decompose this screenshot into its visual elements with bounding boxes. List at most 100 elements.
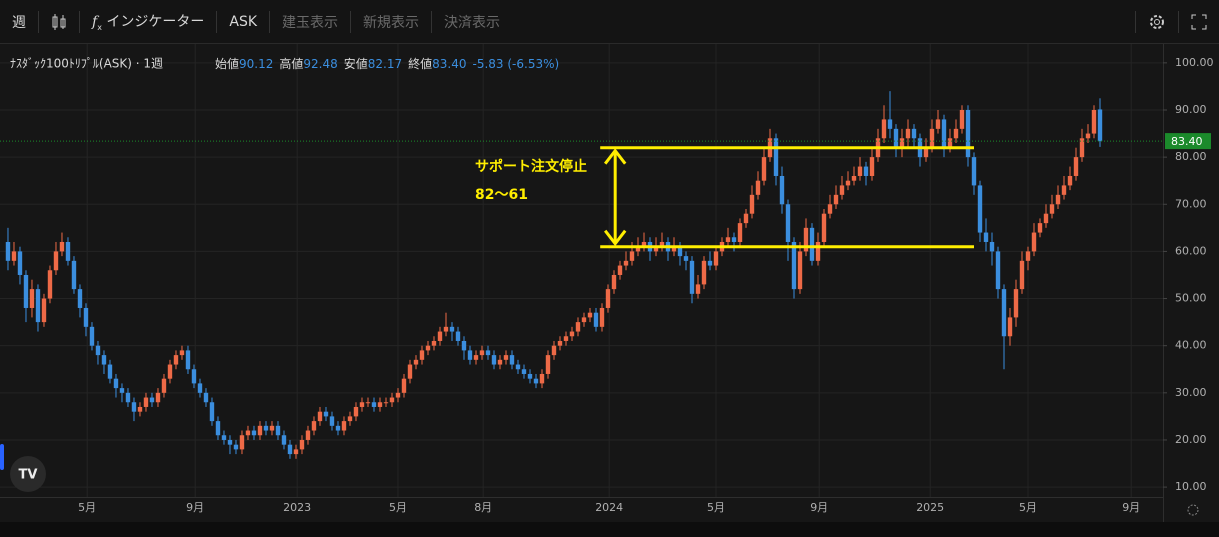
x-tick-label: 2023 [283,501,311,514]
candle-body [5,241,11,261]
candle-body [671,246,677,252]
candle-body [119,388,125,393]
candle-body [1061,185,1067,195]
candle-body [905,128,911,139]
candle-body [725,237,731,242]
candle-body [1001,289,1007,337]
x-tick-label: 2024 [595,501,623,514]
candle-body [839,185,845,195]
candle-body [983,232,989,242]
toolbar-button[interactable]: 決済表示 [444,14,501,31]
candle-body [377,402,383,407]
candle-body [803,227,809,252]
candle-body [257,425,263,436]
last-price-label: 83.40 [1171,135,1203,148]
indicator-label: インジケーター [106,14,205,31]
candle-body [479,350,485,356]
settings-button[interactable] [1136,13,1178,31]
candle-body [149,397,155,403]
side-tab[interactable] [0,444,4,470]
candle-body [395,392,401,398]
candle-body [323,411,329,417]
candle-body [1013,289,1019,318]
candle-body [485,350,491,356]
candle-body [341,421,347,431]
candle-body [653,246,659,252]
candle-body [269,425,275,431]
candle-body [809,227,815,261]
arrow-head [604,229,627,247]
ohlc-key: 高値 [279,56,303,71]
candle-body [617,265,623,275]
candle-body [1067,175,1073,186]
candle-body [533,378,539,384]
candle-body [869,157,875,176]
candle-body [365,402,371,404]
candle-body [419,350,425,360]
candle-body [251,430,257,436]
candle-body [893,128,899,148]
y-tick-label: 40.00 [1175,339,1207,352]
candle-body [731,237,737,242]
candle-body [35,289,41,323]
price-side[interactable]: ASK [229,13,258,30]
candle-body [209,402,215,422]
candle-body [347,416,353,422]
candle-body [131,402,137,412]
candle-body [845,180,851,186]
candle-body [545,355,551,374]
candle-body [101,355,107,365]
candle-body [125,392,131,403]
candle-body [473,355,479,360]
candle-body [179,350,185,356]
ohlc-key: 終値 [408,56,432,71]
candle-icon[interactable] [39,13,79,31]
candle-body [581,317,587,323]
candle-body [935,119,941,129]
x-tick-label: 5月 [78,501,96,514]
candle-body [83,307,89,327]
candle-body [161,378,167,393]
candle-body [305,430,311,440]
candle-body [191,369,197,384]
separator [431,10,433,33]
candle-body [491,355,497,365]
x-tick-label: 8月 [474,501,492,514]
y-tick-label: 100.00 [1175,56,1214,69]
candle-body [941,119,947,148]
interval[interactable]: 週 [12,14,26,31]
candle-body [1085,133,1091,139]
candle-body [425,345,431,351]
candle-body [791,241,797,290]
time-scale-icon[interactable] [1187,504,1199,516]
candle-body [611,274,617,290]
candle-body [1079,138,1085,158]
candle-body [167,364,173,379]
candle-body [929,128,935,148]
candle-body [833,194,839,205]
annotation-range: 82～61 [475,187,528,203]
toolbar-button[interactable]: 建玉表示 [282,14,339,31]
indicator-button[interactable]: fx インジケーター [92,14,205,32]
candle-body [1049,204,1055,214]
candle-body [353,406,359,417]
candle-body [317,411,323,422]
candle-body [77,289,83,308]
candle-body [527,373,533,379]
candle-body [629,251,635,261]
candle-body [1019,260,1025,290]
candle-body [71,260,77,290]
candle-body [695,284,701,294]
candle-body [899,138,905,148]
toolbar-button[interactable]: 新規表示 [363,14,420,31]
candle-body [185,350,191,370]
candle-body [503,355,509,360]
fullscreen-button[interactable] [1179,14,1219,30]
separator [38,10,39,33]
arrow-head [604,148,627,165]
candle-body [29,289,35,308]
candle-body [689,260,695,294]
candle-body [977,185,983,233]
candle-body [197,383,203,393]
